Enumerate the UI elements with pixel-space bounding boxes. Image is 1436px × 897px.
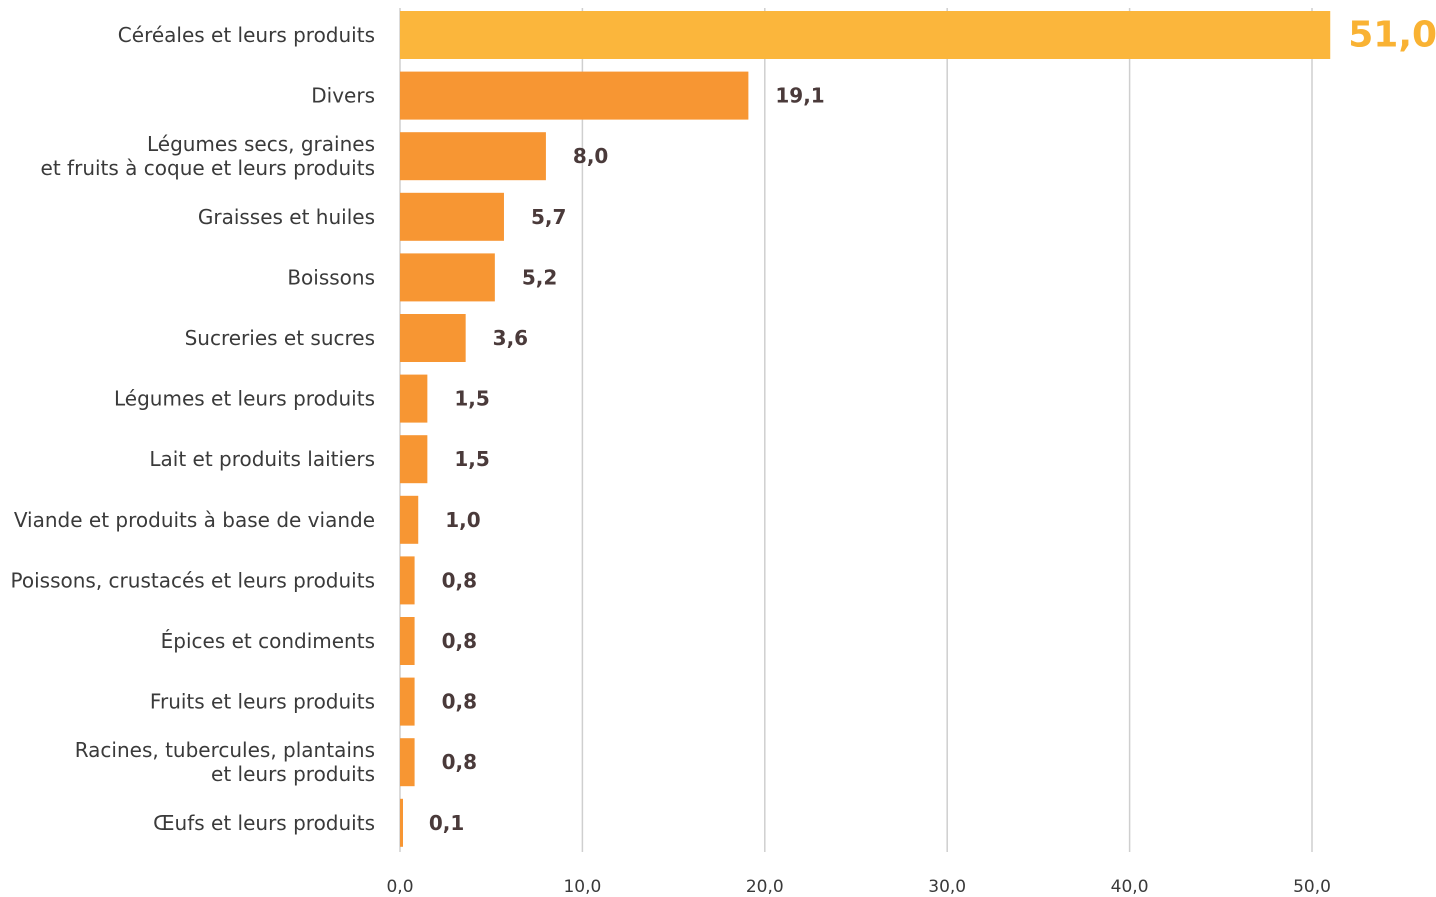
value-label: 0,8 (442, 568, 477, 592)
bar (400, 132, 546, 181)
category-label: Boissons (287, 265, 375, 289)
bar (400, 192, 504, 241)
x-tick-label: 10,0 (563, 877, 601, 897)
bar (400, 253, 495, 302)
value-label: 5,7 (531, 205, 566, 229)
x-tick-label: 50,0 (1293, 877, 1331, 897)
value-label: 19,1 (775, 84, 824, 108)
value-label: 51,0 (1348, 15, 1436, 56)
bar (400, 798, 403, 847)
value-labels: 51,0 19,1 8,0 5,7 5,2 3,6 1,5 1,5 1,0 0,8 0,8 0,8 0,… (429, 15, 1436, 835)
category-label: Sucreries et sucres (185, 326, 375, 350)
x-tick-label: 30,0 (928, 877, 966, 897)
bar (400, 677, 415, 726)
x-tick-label: 40,0 (1111, 877, 1149, 897)
category-label: Épices et condiments (161, 629, 375, 653)
category-label: et fruits à coque et leurs produits (41, 156, 375, 180)
category-label: Lait et produits laitiers (149, 447, 375, 471)
value-label: 0,8 (442, 690, 477, 714)
bars (400, 11, 1331, 847)
category-label: Viande et produits à base de viande (14, 508, 375, 532)
bar (400, 617, 415, 665)
bar (400, 435, 428, 484)
value-label: 0,1 (429, 811, 464, 835)
category-label: Fruits et leurs produits (150, 690, 375, 714)
bar (400, 374, 428, 423)
value-label: 8,0 (573, 144, 608, 168)
value-label: 0,8 (442, 629, 477, 653)
category-label: Graisses et huiles (198, 205, 375, 229)
bar (400, 314, 466, 362)
bar (400, 71, 749, 120)
category-labels: Céréales et leurs produits Divers Légumes … (11, 23, 375, 835)
category-label: Divers (311, 84, 375, 108)
category-label: Racines, tubercules, plantains (75, 738, 375, 762)
category-label: Céréales et leurs produits (118, 23, 375, 47)
category-label: et leurs produits (211, 762, 375, 786)
x-tick-label: 0,0 (386, 877, 413, 897)
bar (400, 11, 1331, 59)
value-label: 3,6 (493, 326, 528, 350)
x-tick-label: 20,0 (746, 877, 784, 897)
value-label: 1,0 (445, 508, 480, 532)
category-label: Poissons, crustacés et leurs produits (11, 568, 375, 592)
bar (400, 738, 415, 787)
category-label: Légumes et leurs produits (114, 387, 375, 411)
value-label: 0,8 (442, 750, 477, 774)
value-label: 5,2 (522, 265, 557, 289)
value-label: 1,5 (454, 387, 489, 411)
category-label: Légumes secs, graines (147, 132, 375, 156)
value-label: 1,5 (454, 447, 489, 471)
category-label: Œufs et leurs produits (153, 811, 375, 835)
x-tick-labels: 0,0 10,0 20,0 30,0 40,0 50,0 (386, 877, 1330, 897)
bar (400, 556, 415, 605)
bar (400, 495, 419, 544)
